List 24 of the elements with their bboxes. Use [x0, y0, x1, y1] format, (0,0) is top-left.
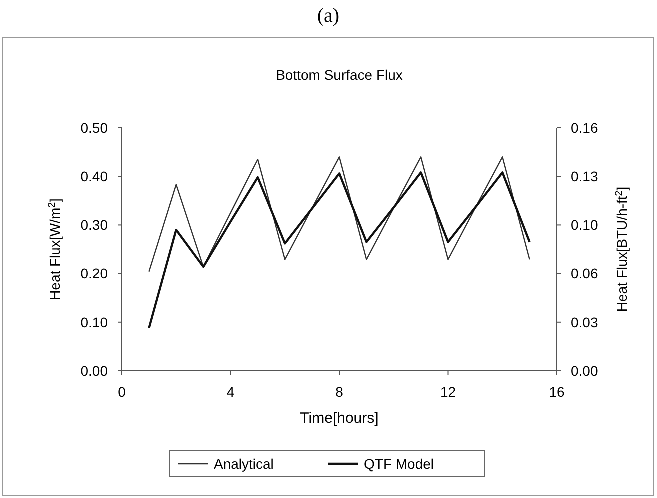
x-tick-label: 4 — [226, 384, 235, 400]
y2-tick-label: 0.16 — [571, 120, 598, 136]
legend-label: QTF Model — [364, 456, 434, 472]
y2-tick-label: 0.00 — [571, 362, 598, 379]
chart-title: Bottom Surface Flux — [276, 67, 403, 83]
y-tick-label: 0.40 — [80, 168, 108, 184]
line-series — [148, 156, 530, 272]
y-tick-label: 0.30 — [80, 217, 108, 234]
y-tick-label: 0.10 — [80, 314, 108, 330]
y2-tick-label: 0.13 — [571, 168, 598, 184]
y2-tick-label: 0.10 — [571, 217, 598, 234]
x-tick-label: 8 — [336, 384, 344, 400]
line-series — [148, 172, 531, 330]
y2-tick-label: 0.03 — [571, 314, 598, 330]
y-tick-label: 0.50 — [80, 120, 108, 136]
y-tick-label: 0.20 — [80, 266, 108, 282]
x-tick-label: 16 — [549, 384, 565, 400]
x-axis-title: Time[hours] — [300, 410, 379, 427]
text: (a) — [317, 5, 340, 27]
x-tick-label: 0 — [118, 384, 126, 400]
y-tick-label: 0.00 — [80, 362, 108, 379]
x-tick-label: 12 — [440, 384, 456, 400]
y2-tick-label: 0.06 — [571, 266, 598, 282]
legend-label: Analytical — [214, 456, 274, 472]
